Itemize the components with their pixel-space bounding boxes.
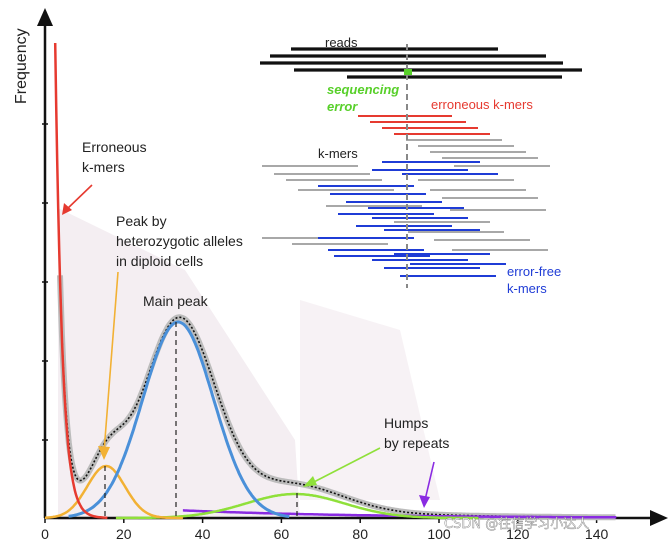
x-tick-label: 140 (585, 526, 609, 542)
x-tick-label: 120 (506, 526, 530, 542)
x-tick-label: 80 (352, 526, 368, 542)
reads-label: reads (325, 35, 358, 50)
humps-arrowhead-purple (419, 495, 430, 508)
erroneous-curve (53, 42, 108, 520)
humps-label: Humps by repeats (384, 415, 449, 451)
humps-arrow-purple (424, 461, 435, 501)
sequencing-error-label: sequencing error (327, 82, 403, 114)
humps-arrow-green (309, 447, 381, 485)
kmers-label: k-mers (318, 146, 358, 161)
main-peak-label: Main peak (143, 293, 209, 309)
error-base-marker (404, 69, 412, 75)
erroneous-kmers-label: erroneous k-mers (431, 97, 533, 112)
x-tick-label: 20 (116, 526, 132, 542)
x-tick-label: 0 (41, 526, 49, 542)
inset-bars (260, 47, 582, 277)
watermark: CSDN @往信学习小达人 (444, 516, 589, 532)
x-tick-label: 60 (274, 526, 290, 542)
x-tick-label: 40 (195, 526, 211, 542)
y-axis-arrow (37, 8, 53, 26)
x-tick-label: 100 (427, 526, 451, 542)
error-free-label: error-free k-mers (507, 264, 565, 296)
humps-arrowhead-green (303, 476, 317, 487)
erroneous-arrowhead (62, 203, 72, 215)
x-axis-arrow (650, 510, 668, 526)
het-arrowhead (98, 446, 110, 460)
shaded-region-inset (300, 300, 440, 500)
x-ticks: 0 20 40 60 80 100 120 140 (41, 518, 608, 542)
erroneous-label: Erroneous k-mers (82, 139, 150, 175)
erroneous-arrow (65, 184, 93, 211)
kmer-inset: reads sequencing error erroneous k-mers … (260, 35, 582, 296)
heterozygous-label: Peak by heterozygotic alleles in diploid… (116, 213, 247, 269)
heterozygous-curve (45, 464, 183, 520)
y-ticks (42, 123, 48, 441)
het-arrow (103, 271, 119, 453)
y-axis-label: Frequency (13, 28, 30, 104)
